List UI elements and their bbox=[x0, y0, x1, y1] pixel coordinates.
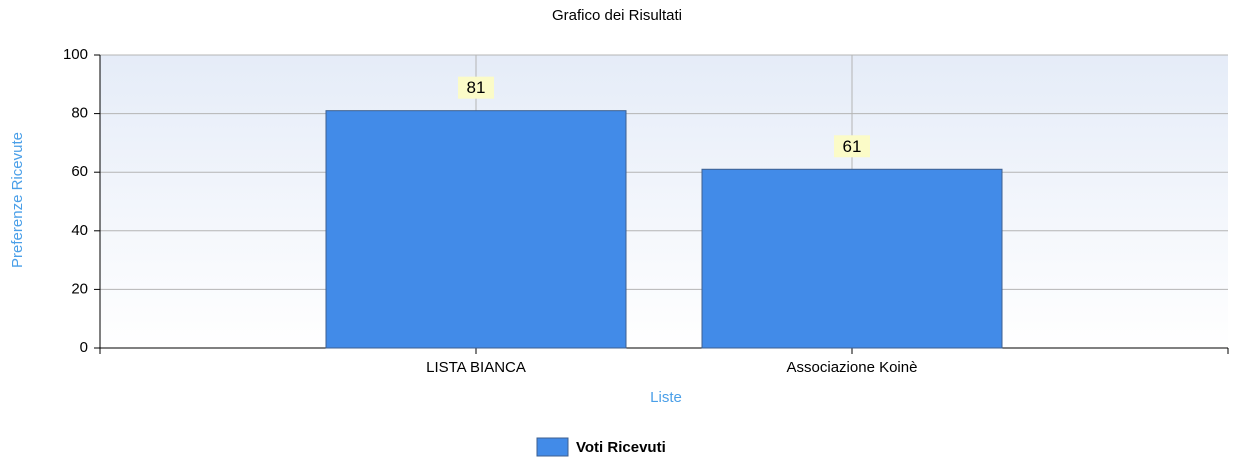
bar bbox=[325, 110, 627, 349]
legend-swatch bbox=[536, 437, 569, 457]
data-label: 81 bbox=[467, 78, 486, 97]
y-tick-label: 60 bbox=[71, 163, 88, 180]
legend-label: Voti Ricevuti bbox=[576, 439, 666, 456]
x-axis-label: Liste bbox=[650, 389, 682, 406]
y-tick-label: 40 bbox=[71, 222, 88, 239]
data-label-bg bbox=[458, 76, 494, 99]
x-tick-label: LISTA BIANCA bbox=[426, 359, 526, 376]
y-axis-label: Preferenze Ricevute bbox=[9, 132, 26, 268]
y-tick-label: 100 bbox=[63, 46, 88, 63]
y-tick-label: 20 bbox=[71, 280, 88, 297]
bar bbox=[701, 168, 1003, 349]
chart-title: Grafico dei Risultati bbox=[552, 7, 682, 24]
x-tick-label: Associazione Koinè bbox=[787, 359, 918, 376]
y-tick-label: 0 bbox=[80, 339, 88, 356]
plot-area bbox=[100, 55, 1228, 348]
y-tick-label: 80 bbox=[71, 105, 88, 122]
data-label-bg bbox=[834, 135, 870, 158]
data-label: 61 bbox=[843, 137, 862, 156]
